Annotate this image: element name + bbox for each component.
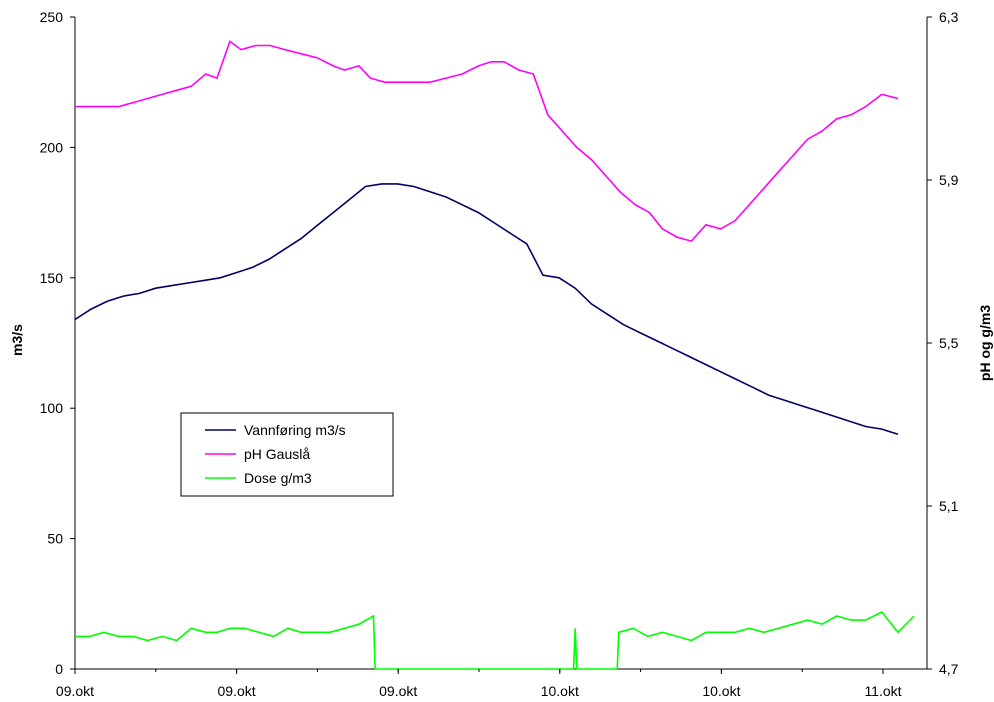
axes-layer [74,17,928,670]
y-right-tick-label: 5,1 [939,498,959,514]
y-left-tick-label: 100 [40,400,64,416]
legend-label-0: Vannføring m3/s [244,422,346,438]
y-left-tick-label: 50 [47,531,63,547]
x-tick-label: 10.okt [541,683,579,699]
y-left-tick-label: 200 [40,139,64,155]
legend: Vannføring m3/s pH Gauslå Dose g/m3 [180,412,394,497]
x-tick-label: 10.okt [702,683,740,699]
series-line-0 [74,183,899,436]
lines-layer [74,40,915,670]
y-axis-left-title: m3/s [9,324,25,356]
y-right-tick-label: 4,7 [939,661,959,677]
x-tick-label: 09.okt [379,683,417,699]
y-left-tick-label: 150 [40,270,64,286]
x-tick-label: 11.okt [864,683,901,699]
series-line-2 [75,610,915,670]
x-tick-label: 09.okt [56,683,94,699]
legend-items: Vannføring m3/s pH Gauslå Dose g/m3 [205,422,346,486]
y-left-tick-label: 0 [55,661,63,677]
ticks-layer: 0 50 100 150 200 250 4,7 5,1 5,5 5,9 6,3 09.okt 09.o… [40,9,959,699]
legend-label-1: pH Gauslå [244,446,310,462]
x-tick-label: 09.okt [218,683,256,699]
y-right-tick-label: 6,3 [939,9,959,25]
y-right-tick-label: 5,9 [939,172,959,188]
series-line-1 [75,40,899,243]
y-axis-right-title: pH og g/m3 [977,305,993,381]
y-right-tick-label: 5,5 [939,335,959,351]
legend-label-2: Dose g/m3 [244,470,312,486]
y-left-tick-label: 250 [40,9,64,25]
